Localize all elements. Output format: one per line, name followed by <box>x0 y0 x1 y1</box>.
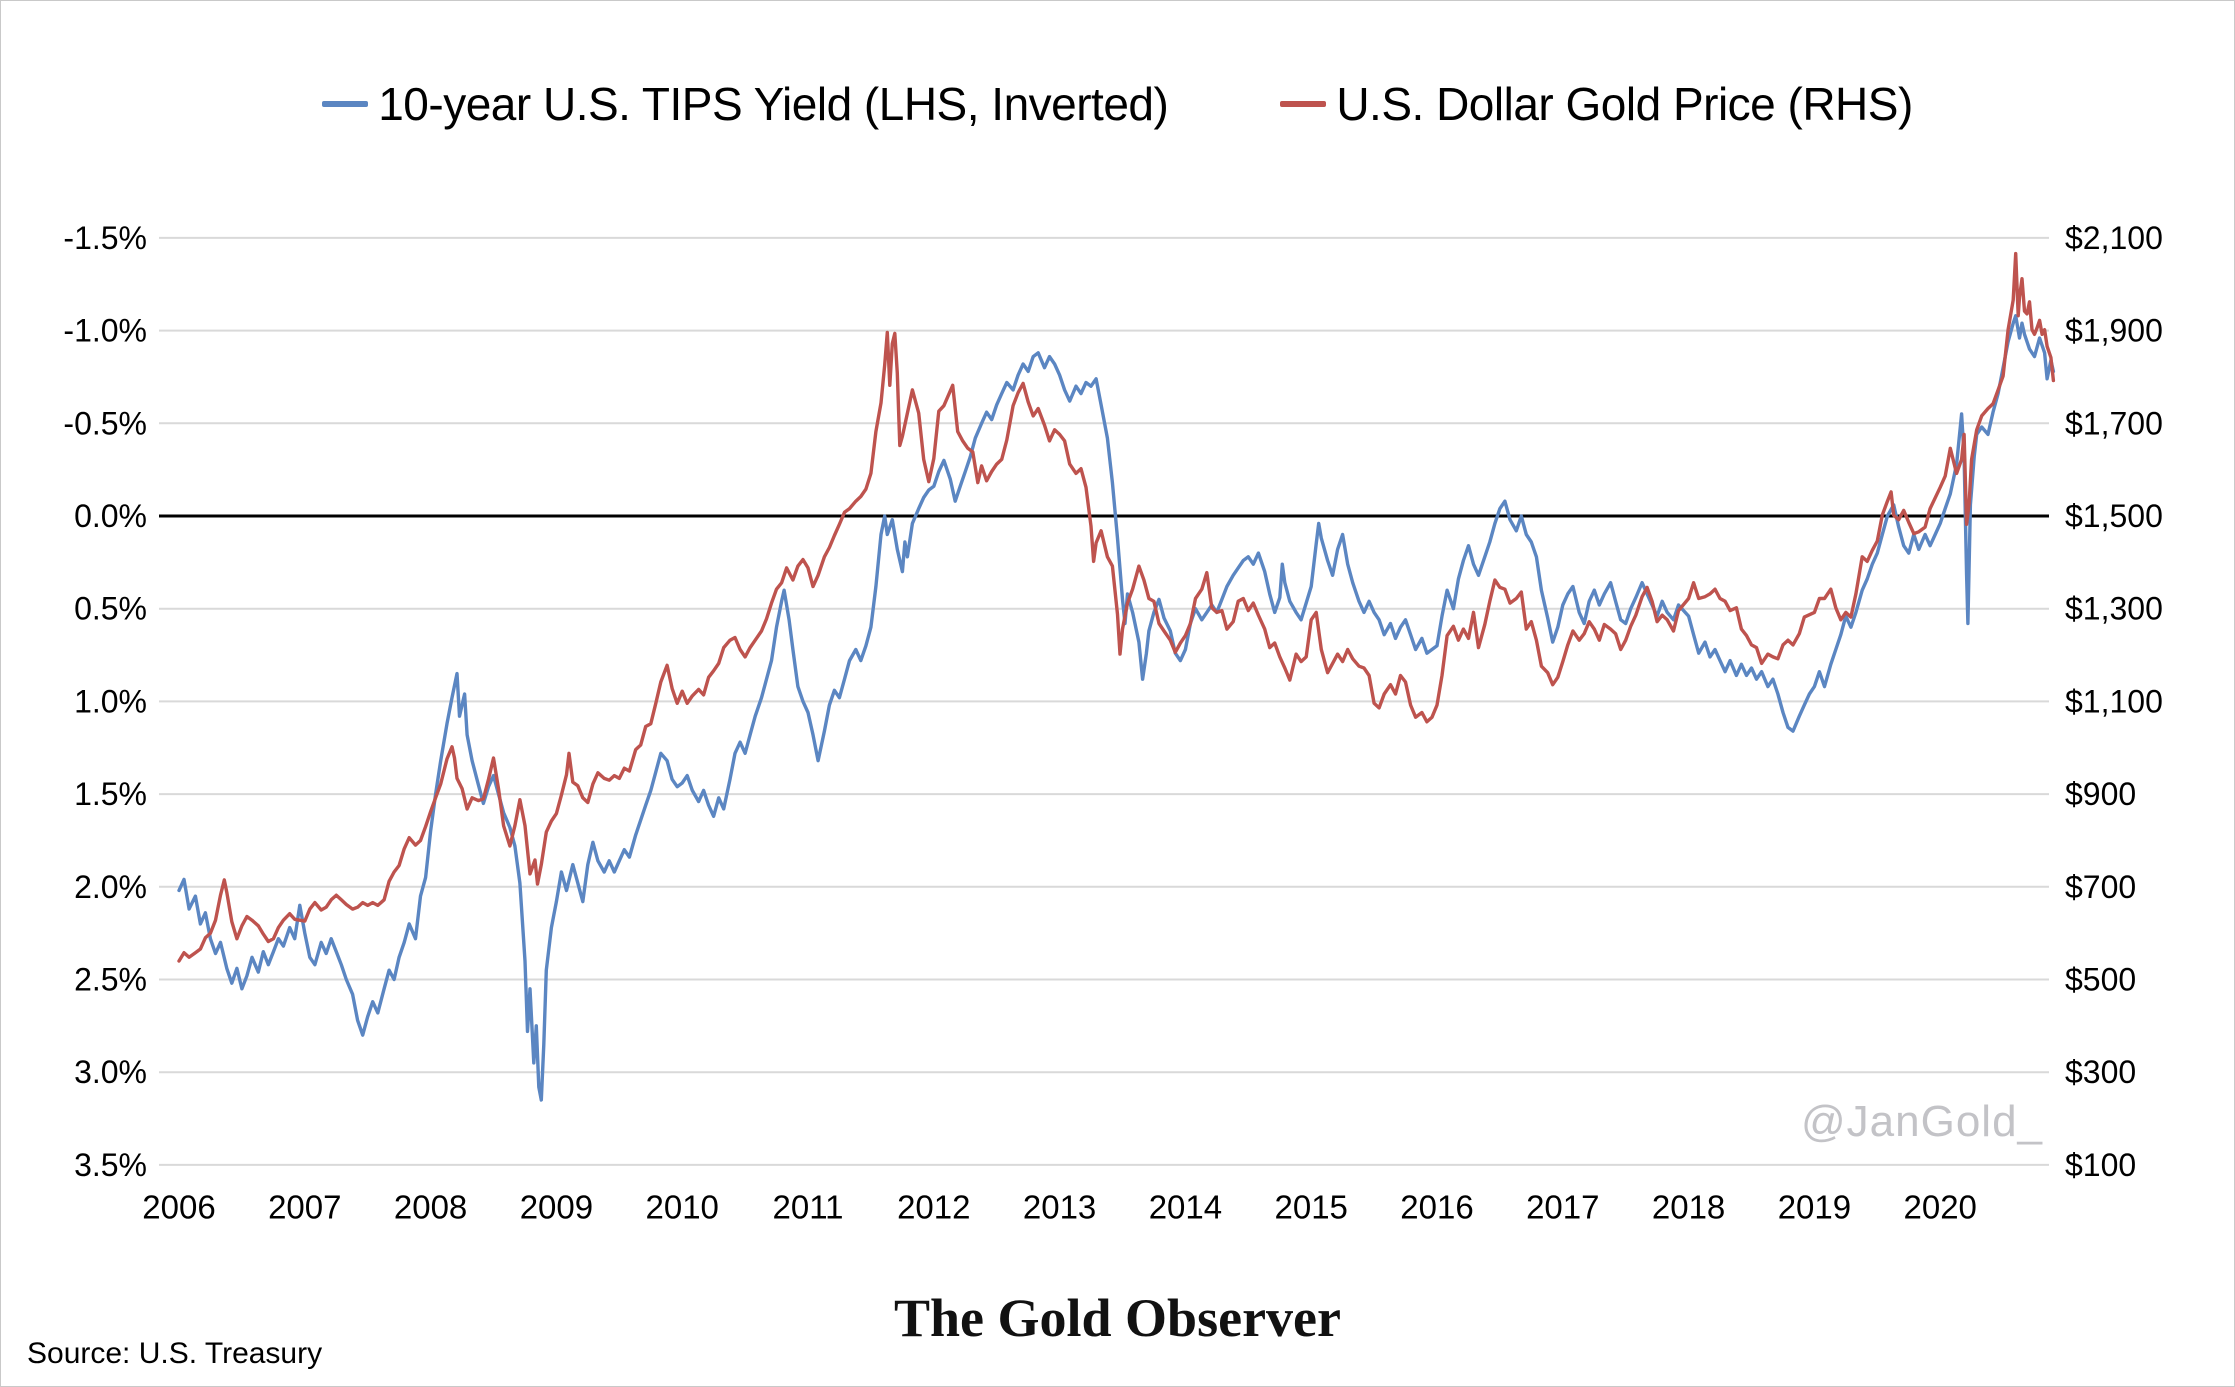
right-axis-tick: $700 <box>2065 869 2136 905</box>
x-axis-tick: 2009 <box>520 1189 593 1226</box>
right-axis-tick: $1,900 <box>2065 313 2163 349</box>
x-axis-tick: 2020 <box>1903 1189 1976 1226</box>
x-axis-tick: 2010 <box>645 1189 718 1226</box>
x-axis-tick: 2014 <box>1149 1189 1222 1226</box>
tips-yield-line <box>177 314 2056 1102</box>
right-axis-tick: $1,700 <box>2065 405 2163 441</box>
tips-yield-legend-label: 10-year U.S. TIPS Yield (LHS, Inverted) <box>378 78 1169 130</box>
x-axis-tick: 2011 <box>773 1189 844 1226</box>
watermark: @JanGold_ <box>1801 1097 2044 1146</box>
x-axis-tick: 2012 <box>897 1189 970 1226</box>
left-axis-tick: 0.5% <box>74 591 147 627</box>
legend-item-tips-yield: 10-year U.S. TIPS Yield (LHS, Inverted) <box>322 77 1169 131</box>
chart-legend: 10-year U.S. TIPS Yield (LHS, Inverted) … <box>1 77 2234 131</box>
right-axis-tick: $1,100 <box>2065 683 2163 719</box>
right-axis-tick: $2,100 <box>2065 220 2163 256</box>
left-axis-tick: 2.5% <box>74 962 147 998</box>
x-axis-tick: 2007 <box>268 1189 341 1226</box>
right-axis-tick: $300 <box>2065 1054 2136 1090</box>
right-axis-tick: $1,300 <box>2065 591 2163 627</box>
left-axis-tick: 1.5% <box>74 776 147 812</box>
left-axis-tick: 1.0% <box>74 683 147 719</box>
gold-price-legend-label: U.S. Dollar Gold Price (RHS) <box>1336 78 1913 130</box>
x-axis-tick: 2017 <box>1526 1189 1599 1226</box>
left-axis-tick: -1.0% <box>63 313 147 349</box>
left-axis-tick: -0.5% <box>63 405 147 441</box>
x-axis-tick: 2019 <box>1778 1189 1851 1226</box>
tips-yield-line-swatch <box>322 101 369 107</box>
x-axis-tick: 2016 <box>1400 1189 1473 1226</box>
right-axis-tick: $900 <box>2065 776 2136 812</box>
x-axis-tick: 2015 <box>1274 1189 1347 1226</box>
left-axis-tick: 0.0% <box>74 498 147 534</box>
gold-price-line-swatch <box>1280 101 1327 107</box>
left-axis-tick: -1.5% <box>63 220 147 256</box>
x-axis-tick: 2018 <box>1652 1189 1725 1226</box>
left-axis-tick: 3.5% <box>74 1147 147 1183</box>
legend-item-gold-price: U.S. Dollar Gold Price (RHS) <box>1280 77 1913 131</box>
right-axis-tick: $500 <box>2065 962 2136 998</box>
right-axis-tick: $100 <box>2065 1147 2136 1183</box>
left-axis-tick: 2.0% <box>74 869 147 905</box>
gold-price-line <box>177 251 2056 963</box>
x-axis-tick: 2013 <box>1023 1189 1096 1226</box>
x-axis-tick: 2006 <box>142 1189 215 1226</box>
source-note: Source: U.S. Treasury <box>27 1337 323 1370</box>
left-axis-tick: 3.0% <box>74 1054 147 1090</box>
chart-title: The Gold Observer <box>894 1288 1341 1348</box>
right-axis-tick: $1,500 <box>2065 498 2163 534</box>
x-axis-tick: 2008 <box>394 1189 467 1226</box>
